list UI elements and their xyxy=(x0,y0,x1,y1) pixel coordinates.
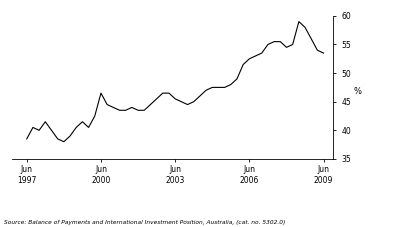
Text: Source: Balance of Payments and International Investment Position, Australia, (c: Source: Balance of Payments and Internat… xyxy=(4,220,285,225)
Y-axis label: %: % xyxy=(353,87,361,96)
